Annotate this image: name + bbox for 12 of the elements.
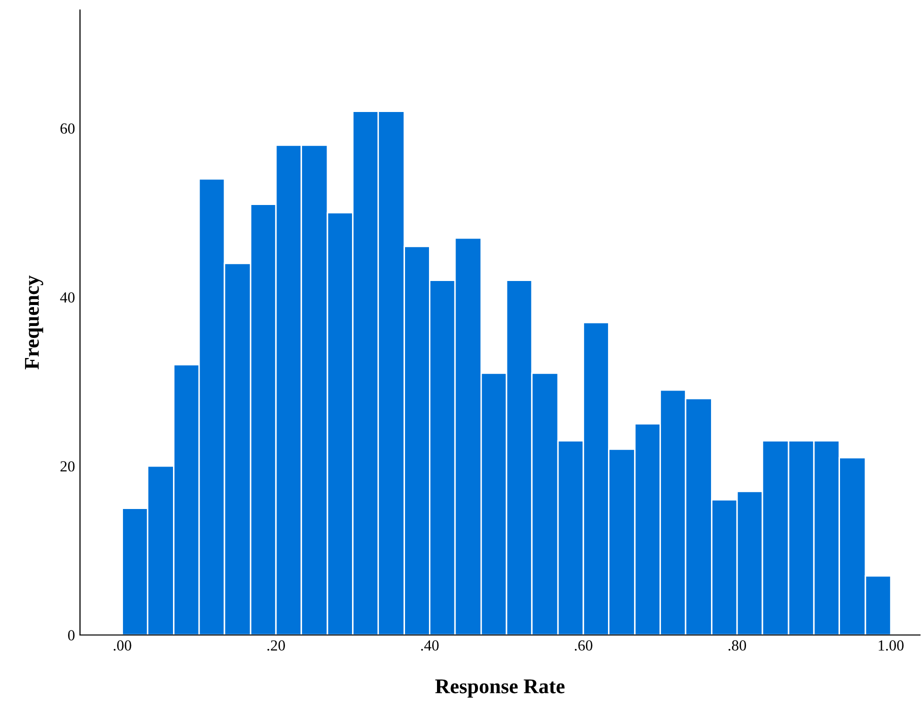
y-axis-title: Frequency (25, 275, 44, 370)
y-tick-label: 60 (60, 123, 75, 134)
y-tick-label: 40 (60, 292, 75, 303)
y-tick-label: 0 (68, 630, 75, 640)
x-tick-label: .40 (421, 640, 439, 651)
x-tick-label: 1.00 (878, 640, 904, 651)
x-tick-label: .60 (574, 640, 592, 651)
x-tick-label: .80 (728, 640, 746, 651)
x-tick-label: .00 (114, 640, 132, 651)
x-tick-label: .20 (267, 640, 285, 651)
x-axis-title: Response Rate (435, 680, 565, 698)
y-tick-label: 20 (60, 461, 75, 472)
